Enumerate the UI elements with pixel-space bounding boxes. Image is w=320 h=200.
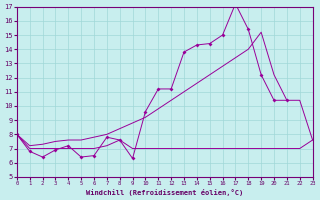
X-axis label: Windchill (Refroidissement éolien,°C): Windchill (Refroidissement éolien,°C) [86,189,243,196]
